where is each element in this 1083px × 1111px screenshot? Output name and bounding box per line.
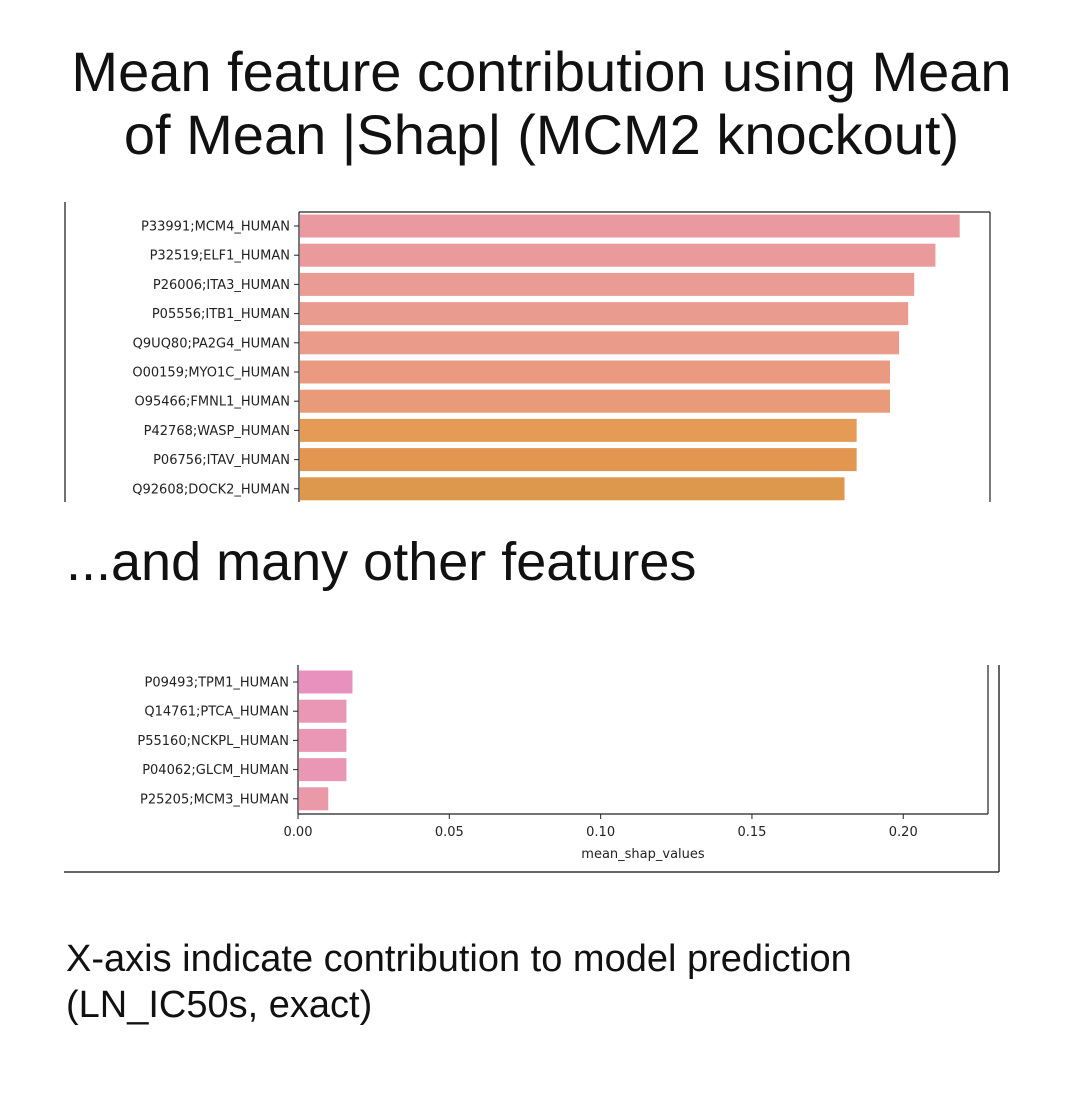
caption: X-axis indicate contribution to model pr… bbox=[66, 936, 852, 1028]
chart-title-line-1: Mean feature contribution using Mean bbox=[71, 40, 1012, 103]
x-tick-label: 0.15 bbox=[737, 825, 766, 840]
bar-o95466-fmnl1-human bbox=[300, 389, 890, 413]
y-tick-label: P09493;TPM1_HUMAN bbox=[145, 676, 289, 691]
bar-p33991-mcm4-human bbox=[300, 214, 960, 238]
bar-p05556-itb1-human bbox=[300, 302, 909, 326]
more-features-note: ...and many other features bbox=[66, 532, 697, 592]
x-tick-label: 0.05 bbox=[435, 825, 464, 840]
bar-p06756-itav-human bbox=[300, 448, 857, 472]
bar-p09493-tpm1-human bbox=[299, 670, 353, 694]
bar-o00159-myo1c-human bbox=[300, 360, 890, 384]
y-tick-label: Q14761;PTCA_HUMAN bbox=[144, 705, 289, 720]
y-tick-label: P42768;WASP_HUMAN bbox=[144, 424, 290, 439]
x-tick-label: 0.00 bbox=[284, 825, 313, 840]
bar-p55160-nckpl-human bbox=[299, 728, 347, 752]
y-tick-label: Q92608;DOCK2_HUMAN bbox=[132, 482, 290, 497]
y-tick-label: O95466;FMNL1_HUMAN bbox=[134, 395, 290, 410]
bar-q14761-ptca-human bbox=[299, 699, 347, 723]
bar-p26006-ita3-human bbox=[300, 272, 915, 296]
y-tick-label: Q9UQ80;PA2G4_HUMAN bbox=[133, 336, 290, 351]
y-tick-label: P26006;ITA3_HUMAN bbox=[153, 278, 290, 293]
caption-line-1: X-axis indicate contribution to model pr… bbox=[66, 938, 852, 980]
bar-p04062-glcm-human bbox=[299, 758, 347, 782]
bar-q9uq80-pa2g4-human bbox=[300, 331, 900, 355]
y-tick-label: P33991;MCM4_HUMAN bbox=[141, 220, 290, 235]
bar-q92608-dock2-human bbox=[300, 477, 845, 501]
chart-title-line-2: of Mean |Shap| (MCM2 knockout) bbox=[123, 103, 960, 166]
bar-p32519-elf1-human bbox=[300, 243, 936, 267]
chart-title: Mean feature contribution using Mean of … bbox=[0, 40, 1083, 166]
y-tick-label: P04062;GLCM_HUMAN bbox=[142, 763, 289, 778]
x-tick-label: 0.10 bbox=[586, 825, 615, 840]
y-tick-label: P05556;ITB1_HUMAN bbox=[152, 307, 290, 322]
bar-p42768-wasp-human bbox=[300, 418, 857, 442]
y-tick-label: P25205;MCM3_HUMAN bbox=[140, 792, 289, 807]
x-tick-label: 0.20 bbox=[889, 825, 918, 840]
y-tick-label: P55160;NCKPL_HUMAN bbox=[137, 734, 289, 749]
y-tick-label: P32519;ELF1_HUMAN bbox=[150, 249, 290, 264]
y-tick-label: P06756;ITAV_HUMAN bbox=[153, 453, 290, 468]
caption-line-2: (LN_IC50s, exact) bbox=[66, 984, 373, 1026]
top-panel-bars: P33991;MCM4_HUMAN P32519;ELF1_HUMAN P26006… bbox=[132, 214, 960, 501]
y-tick-label: O00159;MYO1C_HUMAN bbox=[132, 366, 290, 381]
x-axis-title: mean_shap_values bbox=[581, 847, 705, 862]
bottom-panel-bars: P09493;TPM1_HUMAN Q14761;PTCA_HUMAN P55160… bbox=[137, 670, 918, 840]
bar-p25205-mcm3-human bbox=[299, 787, 329, 811]
